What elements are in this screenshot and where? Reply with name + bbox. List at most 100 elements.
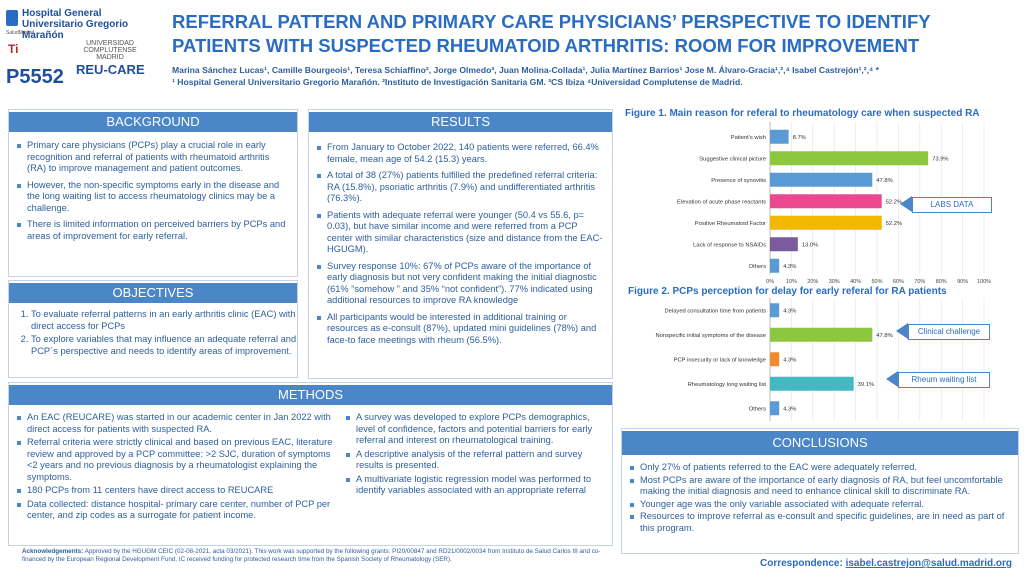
bar	[770, 401, 780, 416]
ack-label: Acknowledgements:	[22, 548, 84, 555]
list-item: There is limited information on perceive…	[15, 219, 287, 242]
callout-arrow-icon	[900, 196, 912, 212]
data-label: 8.7%	[793, 135, 806, 141]
list-item: Most PCPs are aware of the importance of…	[628, 475, 1012, 498]
figure-2-chart: 0%10%20%30%40%50%60%70%80%90%100%Delayed…	[655, 298, 985, 421]
background-section: BACKGROUND Primary care physicians (PCPs…	[8, 109, 298, 277]
results-section: RESULTS From January to October 2022, 14…	[308, 109, 613, 379]
list-item: A survey was developed to explore PCPs d…	[344, 412, 606, 447]
methods-right-list: A survey was developed to explore PCPs d…	[344, 412, 606, 499]
bar	[770, 376, 854, 391]
corr-email-link[interactable]: isabel.castrejon@salud.madrid.org	[845, 558, 1013, 569]
conclusions-list: Only 27% of patients referred to the EAC…	[628, 462, 1012, 535]
data-label: 4.3%	[783, 406, 796, 412]
list-item: Resources to improve referral as e-consu…	[628, 511, 1012, 534]
list-item: To evaluate referral patterns in an earl…	[31, 309, 301, 332]
category-label: Presence of synovitis	[711, 178, 766, 184]
data-label: 52.2%	[886, 199, 902, 205]
list-item: Survey response 10%: 67% of PCPs aware o…	[315, 261, 605, 307]
callout-arrow-icon	[886, 371, 898, 387]
salud-madrid-logo: SaludMadrid	[6, 30, 35, 36]
tick-label: 80%	[936, 279, 947, 285]
category-label: Positive Rheumatoid Factor	[695, 221, 766, 227]
tick-label: 0%	[766, 279, 774, 285]
list-item: Primary care physicians (PCPs) play a cr…	[15, 140, 287, 175]
category-label: PCP insecurity or lack of knowledge	[674, 357, 766, 363]
corr-label: Correspondence:	[760, 558, 846, 569]
results-list: From January to October 2022, 140 patien…	[315, 142, 605, 351]
bar	[770, 194, 882, 209]
affiliations: ¹ Hospital General Universitario Gregori…	[172, 77, 743, 87]
reu-care-logo: REU-CARE	[76, 62, 145, 77]
list-item: Referral criteria were strictly clinical…	[15, 437, 337, 483]
acknowledgements: Acknowledgements: Approved by the HGUGM …	[22, 548, 612, 564]
rheum-waiting-list-callout: Rheum waiting list	[898, 372, 990, 388]
methods-heading: METHODS	[9, 385, 612, 405]
bar	[770, 237, 798, 252]
tick-label: 90%	[957, 279, 968, 285]
tick-label: 10%	[786, 279, 797, 285]
data-label: 4.3%	[783, 308, 796, 314]
list-item: Only 27% of patients referred to the EAC…	[628, 462, 1012, 474]
bar	[770, 172, 873, 187]
category-label: Others	[749, 406, 766, 412]
list-item: From January to October 2022, 140 patien…	[315, 142, 605, 165]
list-item: Data collected: distance hospital- prima…	[15, 499, 337, 522]
category-label: Others	[749, 264, 766, 270]
objectives-section: OBJECTIVES To evaluate referral patterns…	[8, 280, 298, 378]
tick-label: 50%	[871, 279, 882, 285]
data-label: 47.8%	[876, 178, 892, 184]
list-item: To explore variables that may influence …	[31, 334, 301, 357]
bar	[770, 215, 882, 230]
category-label: Delayed consultation time from patients	[665, 308, 767, 314]
tick-label: 60%	[893, 279, 904, 285]
category-label: Lack of response to NSAIDs	[693, 242, 766, 248]
list-item: Younger age was the only variable associ…	[628, 499, 1012, 511]
bar	[770, 303, 780, 318]
methods-left-list: An EAC (REUCARE) was started in our acad…	[15, 412, 337, 524]
list-item: An EAC (REUCARE) was started in our acad…	[15, 412, 337, 435]
objectives-list: To evaluate referral patterns in an earl…	[13, 309, 301, 359]
category-label: Rheumatology long waiting list	[688, 382, 767, 388]
tick-label: 20%	[807, 279, 818, 285]
category-label: Nonspecific initial symptoms of the dise…	[655, 333, 766, 339]
ucm-logo: UNIVERSIDAD COMPLUTENSE MADRID	[83, 40, 137, 61]
tick-label: 40%	[850, 279, 861, 285]
hospital-logo-icon	[6, 10, 18, 26]
data-label: 4.3%	[783, 264, 796, 270]
correspondence: Correspondence: isabel.castrejon@salud.m…	[760, 558, 1012, 569]
poster-title: REFERRAL PATTERN AND PRIMARY CARE PHYSIC…	[172, 11, 931, 56]
bar	[770, 151, 929, 166]
callout-arrow-icon	[896, 323, 908, 339]
labs-data-callout: LABS DATA	[912, 197, 992, 213]
data-label: 47.8%	[876, 333, 892, 339]
category-label: Elevation of acute phase reactants	[677, 199, 766, 205]
tick-label: 100%	[977, 279, 991, 285]
tick-label: 30%	[829, 279, 840, 285]
data-label: 4.3%	[783, 357, 796, 363]
data-label: 13.0%	[802, 242, 818, 248]
list-item: A multivariate logistic regression model…	[344, 474, 606, 497]
bar	[770, 258, 780, 273]
list-item: Patients with adequate referral were you…	[315, 210, 605, 256]
objectives-heading: OBJECTIVES	[9, 283, 297, 303]
category-label: Patient's wish	[731, 135, 766, 141]
list-item: All participants would be interested in …	[315, 312, 605, 347]
authors: Marina Sánchez Lucas¹, Camille Bourgeois…	[172, 65, 879, 75]
results-heading: RESULTS	[309, 112, 612, 132]
poster-code: P5552	[6, 66, 64, 88]
ti-logo: Ti	[8, 42, 19, 56]
bar	[770, 129, 789, 144]
ack-text: Approved by the HGUGM CEIC (02-08-2021, …	[22, 548, 601, 563]
list-item: However, the non-specific symptoms early…	[15, 180, 287, 215]
conclusions-section: CONCLUSIONS Only 27% of patients referre…	[621, 428, 1019, 554]
clinical-challenge-callout: Clinical challenge	[908, 324, 990, 340]
background-list: Primary care physicians (PCPs) play a cr…	[15, 140, 287, 247]
hospital-name: Hospital General Universitario Gregorio …	[22, 8, 129, 41]
background-heading: BACKGROUND	[9, 112, 297, 132]
methods-section: METHODS An EAC (REUCARE) was started in …	[8, 382, 613, 546]
data-label: 39.1%	[858, 382, 874, 388]
list-item: A descriptive analysis of the referral p…	[344, 449, 606, 472]
data-label: 73.9%	[932, 156, 948, 162]
category-label: Suggestive clinical picture	[699, 156, 766, 162]
